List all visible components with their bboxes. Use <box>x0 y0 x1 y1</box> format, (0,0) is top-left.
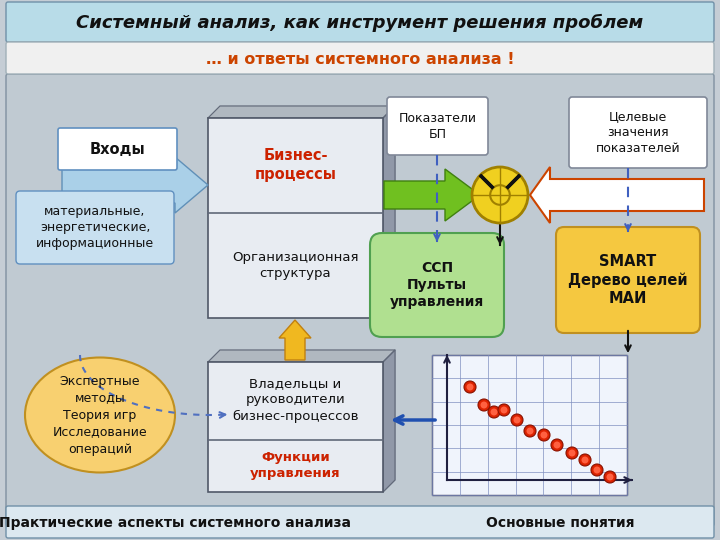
Text: … и ответы системного анализа !: … и ответы системного анализа ! <box>206 51 514 66</box>
Circle shape <box>541 431 547 438</box>
Circle shape <box>582 456 588 463</box>
FancyBboxPatch shape <box>556 227 700 333</box>
Circle shape <box>472 167 528 223</box>
FancyBboxPatch shape <box>569 97 707 168</box>
Text: Функции
управления: Функции управления <box>250 451 341 481</box>
Circle shape <box>478 399 490 411</box>
FancyBboxPatch shape <box>370 233 504 337</box>
FancyBboxPatch shape <box>6 506 714 538</box>
FancyBboxPatch shape <box>58 128 177 170</box>
Circle shape <box>511 414 523 426</box>
Polygon shape <box>208 106 395 118</box>
FancyArrow shape <box>279 320 311 360</box>
Polygon shape <box>383 106 395 318</box>
FancyBboxPatch shape <box>6 42 714 74</box>
Circle shape <box>538 429 550 441</box>
Circle shape <box>467 383 474 390</box>
Circle shape <box>498 404 510 416</box>
Polygon shape <box>383 350 395 492</box>
Text: Основные понятия: Основные понятия <box>486 516 634 530</box>
FancyBboxPatch shape <box>208 362 383 492</box>
Polygon shape <box>62 157 208 213</box>
Polygon shape <box>530 167 704 223</box>
Circle shape <box>526 428 534 435</box>
Circle shape <box>488 406 500 418</box>
Circle shape <box>606 474 613 481</box>
Circle shape <box>490 185 510 205</box>
Text: материальные,
энергетические,
информационные: материальные, энергетические, информацио… <box>36 205 154 250</box>
Ellipse shape <box>25 357 175 472</box>
Circle shape <box>593 467 600 474</box>
Text: Владельцы и
руководители
бизнес-процессов: Владельцы и руководители бизнес-процессо… <box>233 377 359 423</box>
Circle shape <box>551 439 563 451</box>
Circle shape <box>490 408 498 415</box>
Polygon shape <box>208 350 395 362</box>
Circle shape <box>579 454 591 466</box>
Circle shape <box>569 449 575 456</box>
Circle shape <box>566 447 578 459</box>
Circle shape <box>604 471 616 483</box>
Circle shape <box>480 402 487 408</box>
FancyBboxPatch shape <box>208 118 383 318</box>
FancyBboxPatch shape <box>432 355 627 495</box>
Text: Бизнес-
процессы: Бизнес- процессы <box>255 148 336 182</box>
Text: SMART
Дерево целей
МАИ: SMART Дерево целей МАИ <box>568 254 688 306</box>
FancyBboxPatch shape <box>6 74 714 526</box>
Text: ССП
Пульты
управления: ССП Пульты управления <box>390 261 484 309</box>
FancyBboxPatch shape <box>16 191 174 264</box>
Circle shape <box>591 464 603 476</box>
Circle shape <box>554 442 560 449</box>
Text: Экспертные
методы
Теория игр
Исследование
операций: Экспертные методы Теория игр Исследовани… <box>53 375 148 456</box>
Text: Организационная
структура: Организационная структура <box>233 252 359 280</box>
Text: Показатели
БП: Показатели БП <box>398 111 477 140</box>
Circle shape <box>464 381 476 393</box>
Text: Практические аспекты системного анализа: Практические аспекты системного анализа <box>0 516 351 530</box>
Text: Целевые
значения
показателей: Целевые значения показателей <box>595 110 680 155</box>
Text: Системный анализ, как инструмент решения проблем: Системный анализ, как инструмент решения… <box>76 14 644 32</box>
Circle shape <box>524 425 536 437</box>
FancyBboxPatch shape <box>387 97 488 155</box>
Polygon shape <box>384 169 480 221</box>
Circle shape <box>500 407 508 414</box>
Circle shape <box>513 416 521 423</box>
Text: Входы: Входы <box>90 141 145 157</box>
FancyBboxPatch shape <box>6 2 714 42</box>
